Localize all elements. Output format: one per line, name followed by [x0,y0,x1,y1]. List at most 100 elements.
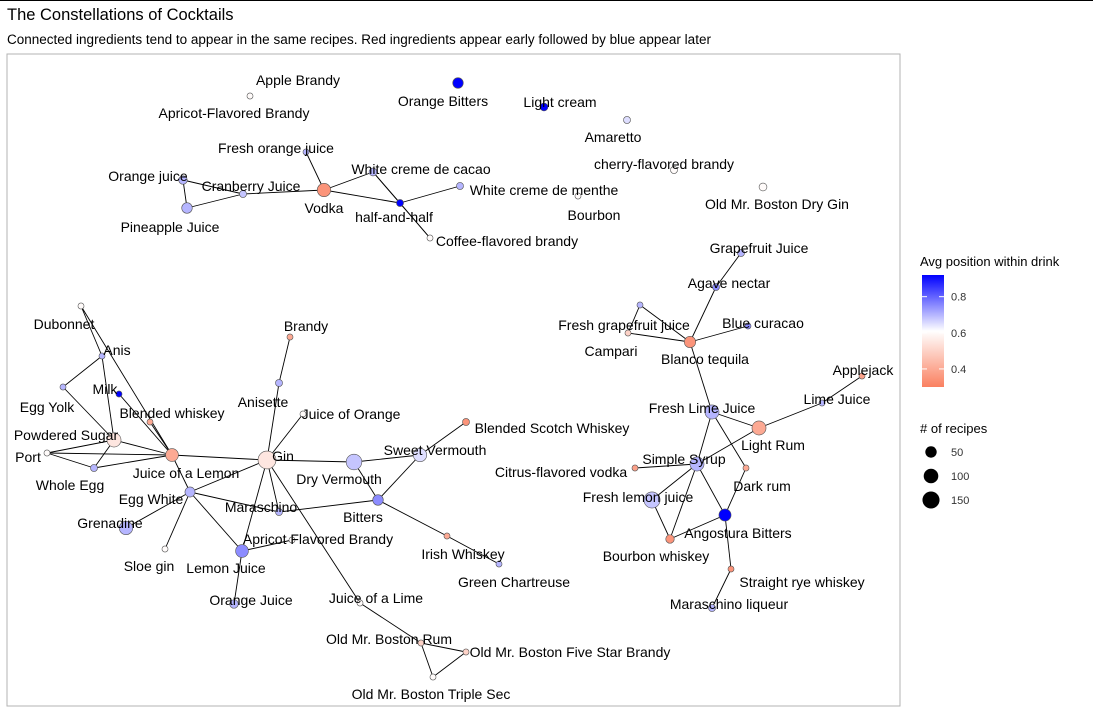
node-boston_rum [417,639,425,647]
node-label-sloe_gin: Sloe gin [124,558,175,574]
node-anisette [275,379,283,387]
node-label-powdered_sugar: Powdered Sugar [14,427,119,443]
edge-fresh_grapefruit-blanco_tequila [639,304,691,343]
node-label-maraschino_liqueur: Maraschino liqueur [670,596,789,612]
edge-simple_syrup-citrus_vodka [634,463,698,469]
node-orange_juice [229,599,239,609]
edge-milk-juice_lemon [118,393,173,456]
edge-grapefruit-agave [715,252,742,288]
node-agave [712,283,720,291]
edge-irish_whiskey-green_chartreuse [446,535,500,565]
node-white_cdm [456,182,464,190]
edge-powdered_sugar-port [46,439,115,454]
edge-lemon_juice-apricot_flavored_brandy [241,539,293,552]
edge-vodka-half_and_half [323,189,401,204]
node-label-straight_rye: Straight rye whiskey [739,574,864,590]
edge-half_and_half-coffee_fb [399,202,431,239]
node-cranberry [239,190,247,198]
node-label-irish_whiskey: Irish Whiskey [421,546,504,562]
edge-dark_rum-angostura [724,467,747,516]
node-maraschino [275,508,283,516]
node-label-white_cdc: White creme de cacao [351,161,490,177]
node-label-gin: Gin [272,448,294,464]
color-legend-title: Avg position within drink [920,254,1060,269]
node-old_boston_gin [758,182,768,192]
node-juice_lime [356,599,364,607]
node-label-maraschino: Maraschino [225,499,298,515]
node-label-grenadine: Grenadine [77,515,143,531]
node-powdered_sugar [106,432,122,448]
edge-dubonnet-juice_lemon [80,305,173,456]
node-label-apricot_fb: Apricot-Flavored Brandy [159,105,310,121]
node-label-lemon_juice: Lemon Juice [186,560,266,576]
colorbar-tick-label: 0.6 [951,328,966,340]
node-label-pineapple: Pineapple Juice [121,219,220,235]
edge-port-whole_egg [46,452,95,469]
node-blue_curacao [744,322,752,330]
edge-boston_brandy-boston_triple [432,651,467,678]
node-cherry_fb [670,166,678,174]
node-bourbon [574,192,582,200]
edge-port-juice_lemon [46,452,173,456]
node-label-white_cdm: White creme de menthe [470,182,619,198]
node-label-apricot_flavored_brandy: Apricot Flavored Brandy [243,531,393,547]
edge-fresh_lime-simple_syrup [696,411,713,465]
edge-straight_rye-maraschino_liqueur [711,568,732,609]
node-citrus_vodka [631,464,639,472]
node-coffee_fb [426,234,434,242]
node-milk [115,390,123,398]
edge-half_and_half-white_cdm [399,185,461,204]
edge-powdered_sugar-juice_lemon [113,439,173,456]
node-label-green_chartreuse: Green Chartreuse [458,574,570,590]
chart-title: The Constellations of Cocktails [7,6,234,24]
node-label-juice_lime: Juice of a Lime [329,590,423,606]
node-whole_egg [90,464,98,472]
size-legend-label: 50 [951,447,963,459]
node-apricot_flavored_brandy [288,536,296,544]
node-label-coffee_fb: Coffee-flavored brandy [436,233,578,249]
node-label-dry_vermouth: Dry Vermouth [296,471,382,487]
node-label-simple_syrup: Simple Syrup [642,451,725,467]
node-apricot_fb [246,92,254,100]
node-label-orange_juice_top: Orange juice [108,168,188,184]
node-boston_triple [429,673,437,681]
node-label-orange_juice: Orange Juice [209,592,292,608]
node-label-boston_brandy: Old Mr. Boston Five Star Brandy [470,644,671,660]
edge-sweet_vermouth-bitters [377,454,421,501]
edge-blanco_tequila-blue_curacao [689,325,749,343]
edge-simple_syrup-fresh_lemon [651,463,698,501]
edge-anis-powdered_sugar [101,355,115,441]
node-vodka [316,182,332,198]
node-grapefruit [737,249,745,257]
edge-anis-egg_yolk [62,355,103,388]
node-pineapple [181,202,193,214]
chart-subtitle: Connected ingredients tend to appear in … [7,32,711,47]
node-campari [624,329,632,337]
node-blended_whiskey [146,418,154,426]
edge-juice_lemon-gin [171,454,268,461]
edge-egg_white-lemon_juice [189,491,243,552]
edge-egg_white-maraschino [189,491,280,513]
node-label-lime_juice: Lime Juice [804,391,871,407]
node-label-citrus_vodka: Citrus-flavored vodka [495,464,627,480]
size-legend-dot [925,446,937,458]
node-half_and_half [396,199,404,207]
node-label-dark_rum: Dark rum [733,478,791,494]
node-blended_scotch [462,418,470,426]
node-light_rum [751,420,767,436]
node-label-blanco_tequila: Blanco tequila [661,351,749,367]
node-label-fresh_oj: Fresh orange juice [218,140,334,156]
node-label-port: Port [15,449,41,465]
node-straight_rye [727,565,735,573]
edge-lime_juice-applejack [821,375,863,404]
node-label-agave: Agave nectar [688,275,771,291]
edge-angostura-bourbon_whiskey [669,514,726,540]
edge-fresh_lime-light_rum [711,411,760,429]
node-label-boston_triple: Old Mr. Boston Triple Sec [352,686,511,702]
edge-fresh_lime-dark_rum [711,411,747,469]
node-bitters [372,494,384,506]
size-legend-dot [923,468,939,484]
edge-orange_juice_top-cranberry [182,179,244,195]
node-amaretto [623,116,631,124]
node-fresh_lime [704,404,720,420]
